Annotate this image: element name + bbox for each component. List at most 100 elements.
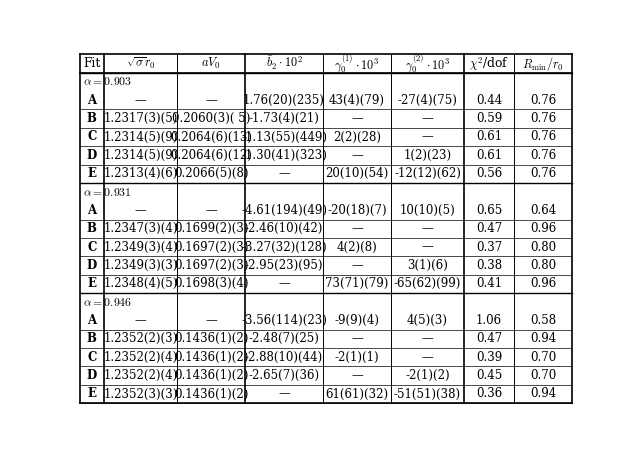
Text: -12(12)(62): -12(12)(62)	[394, 167, 461, 180]
Text: -1.73(4)(21): -1.73(4)(21)	[249, 112, 319, 125]
Text: -1.13(55)(449): -1.13(55)(449)	[241, 130, 327, 144]
Text: -4.61(194)(49): -4.61(194)(49)	[241, 204, 327, 217]
Text: 1.2348(4)(5): 1.2348(4)(5)	[104, 277, 178, 290]
Text: -2.48(7)(25): -2.48(7)(25)	[249, 333, 319, 346]
Text: -2.46(10)(42): -2.46(10)(42)	[245, 222, 323, 235]
Text: 0.2060(3)( 5): 0.2060(3)( 5)	[172, 112, 251, 125]
Text: -2.88(10)(44): -2.88(10)(44)	[245, 351, 323, 364]
Text: 73(71)(79): 73(71)(79)	[326, 277, 389, 290]
Text: —: —	[422, 130, 433, 144]
Text: —: —	[422, 112, 433, 125]
Text: 0.44: 0.44	[476, 94, 502, 107]
Text: 10(10)(5): 10(10)(5)	[399, 204, 455, 217]
Text: A: A	[87, 204, 97, 217]
Text: 0.80: 0.80	[530, 259, 556, 272]
Text: 1.2352(2)(3): 1.2352(2)(3)	[104, 333, 177, 346]
Text: 0.1436(1)(2): 0.1436(1)(2)	[174, 387, 248, 400]
Text: 4(5)(3): 4(5)(3)	[407, 314, 448, 327]
Text: —: —	[351, 222, 363, 235]
Text: D: D	[86, 369, 97, 382]
Text: —: —	[135, 314, 146, 327]
Text: B: B	[87, 112, 97, 125]
Text: $\bar{b}_2 \cdot 10^2$: $\bar{b}_2 \cdot 10^2$	[266, 55, 303, 72]
Text: 0.59: 0.59	[476, 112, 502, 125]
Text: 20(10)(54): 20(10)(54)	[326, 167, 389, 180]
Text: 0.2066(5)(8): 0.2066(5)(8)	[174, 167, 248, 180]
Text: A: A	[87, 314, 97, 327]
Text: D: D	[86, 259, 97, 272]
Text: 1.2314(5)(9): 1.2314(5)(9)	[104, 130, 178, 144]
Text: -65(62)(99): -65(62)(99)	[394, 277, 461, 290]
Text: —: —	[351, 149, 363, 162]
Text: 0.2064(6)(12): 0.2064(6)(12)	[170, 149, 252, 162]
Text: 0.1436(1)(2): 0.1436(1)(2)	[174, 333, 248, 346]
Text: 0.96: 0.96	[530, 277, 556, 290]
Text: 4(2)(8): 4(2)(8)	[336, 241, 377, 254]
Text: 0.2064(6)(13): 0.2064(6)(13)	[170, 130, 252, 144]
Text: -1.30(41)(323): -1.30(41)(323)	[241, 149, 327, 162]
Text: -9(9)(4): -9(9)(4)	[335, 314, 380, 327]
Text: $\alpha = 0.903$: $\alpha = 0.903$	[83, 75, 133, 88]
Text: —: —	[205, 94, 217, 107]
Text: 1.2317(3)(5): 1.2317(3)(5)	[104, 112, 178, 125]
Text: C: C	[87, 130, 97, 144]
Text: 0.37: 0.37	[476, 241, 502, 254]
Text: —: —	[422, 333, 433, 346]
Text: 0.1699(2)(3): 0.1699(2)(3)	[174, 222, 248, 235]
Text: 0.36: 0.36	[476, 387, 502, 400]
Text: 0.47: 0.47	[476, 222, 502, 235]
Text: —: —	[422, 351, 433, 364]
Text: -51(51)(38): -51(51)(38)	[394, 387, 461, 400]
Text: 0.70: 0.70	[530, 369, 556, 382]
Text: 0.70: 0.70	[530, 351, 556, 364]
Text: 0.94: 0.94	[530, 387, 556, 400]
Text: 1.2313(4)(6): 1.2313(4)(6)	[104, 167, 178, 180]
Text: -3.27(32)(128): -3.27(32)(128)	[241, 241, 327, 254]
Text: —: —	[278, 167, 290, 180]
Text: 0.1698(3)(4): 0.1698(3)(4)	[174, 277, 248, 290]
Text: 0.76: 0.76	[530, 167, 556, 180]
Text: —: —	[422, 222, 433, 235]
Text: 1.2352(2)(4): 1.2352(2)(4)	[104, 351, 177, 364]
Text: E: E	[87, 167, 96, 180]
Text: 1.2352(3)(3): 1.2352(3)(3)	[104, 387, 178, 400]
Text: E: E	[87, 387, 96, 400]
Text: —: —	[135, 204, 146, 217]
Text: 0.65: 0.65	[476, 204, 502, 217]
Text: 1.2314(5)(9): 1.2314(5)(9)	[104, 149, 178, 162]
Text: 0.1436(1)(2): 0.1436(1)(2)	[174, 369, 248, 382]
Text: —: —	[351, 369, 363, 382]
Text: $\chi^2$/dof: $\chi^2$/dof	[469, 54, 509, 72]
Text: 0.39: 0.39	[476, 351, 502, 364]
Text: Fit: Fit	[83, 57, 100, 70]
Text: 1.76(20)(235): 1.76(20)(235)	[243, 94, 325, 107]
Text: 1.2349(3)(3): 1.2349(3)(3)	[104, 259, 178, 272]
Text: —: —	[422, 241, 433, 254]
Text: D: D	[86, 149, 97, 162]
Text: 0.41: 0.41	[476, 277, 502, 290]
Text: $aV_0$: $aV_0$	[202, 56, 221, 71]
Text: -2(1)(1): -2(1)(1)	[335, 351, 379, 364]
Text: 0.1436(1)(2): 0.1436(1)(2)	[174, 351, 248, 364]
Text: B: B	[87, 333, 97, 346]
Text: -2.95(23)(95): -2.95(23)(95)	[245, 259, 323, 272]
Text: —: —	[351, 333, 363, 346]
Text: 0.45: 0.45	[476, 369, 502, 382]
Text: 0.76: 0.76	[530, 130, 556, 144]
Text: —: —	[278, 387, 290, 400]
Text: $\sqrt{\sigma}r_0$: $\sqrt{\sigma}r_0$	[126, 56, 155, 72]
Text: E: E	[87, 277, 96, 290]
Text: 0.38: 0.38	[476, 259, 502, 272]
Text: $\gamma_0^{(1)} \cdot 10^3$: $\gamma_0^{(1)} \cdot 10^3$	[335, 53, 380, 74]
Text: 0.80: 0.80	[530, 241, 556, 254]
Text: 0.61: 0.61	[476, 149, 502, 162]
Text: —: —	[205, 204, 217, 217]
Text: —: —	[351, 259, 363, 272]
Text: C: C	[87, 241, 97, 254]
Text: -2.65(7)(36): -2.65(7)(36)	[249, 369, 320, 382]
Text: C: C	[87, 351, 97, 364]
Text: 0.1697(2)(3): 0.1697(2)(3)	[174, 259, 248, 272]
Text: 0.47: 0.47	[476, 333, 502, 346]
Text: -2(1)(2): -2(1)(2)	[405, 369, 450, 382]
Text: 1.2352(2)(4): 1.2352(2)(4)	[104, 369, 177, 382]
